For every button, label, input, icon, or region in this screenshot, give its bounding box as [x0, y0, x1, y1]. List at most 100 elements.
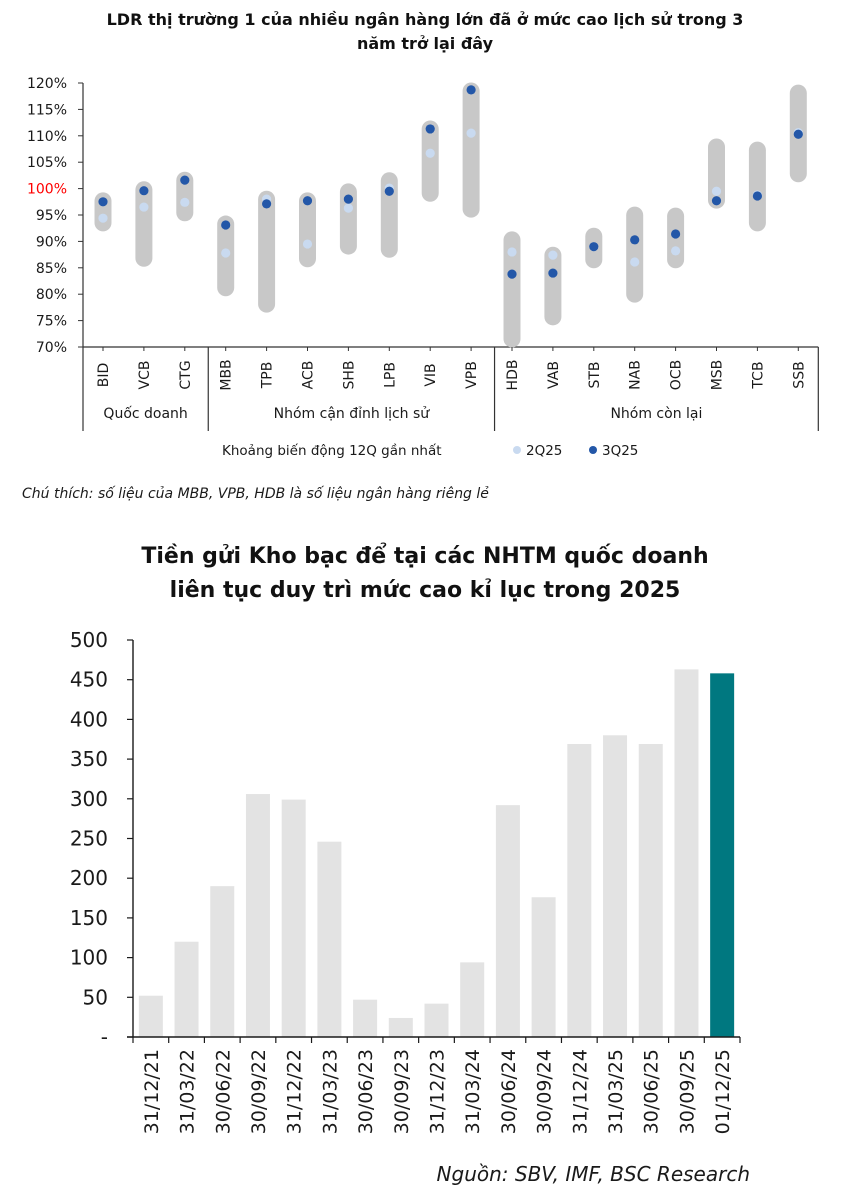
x-category-label: 30/09/24	[534, 1049, 556, 1134]
dot-3q25-mbb	[221, 220, 231, 230]
dot-3q25-stb	[589, 242, 599, 252]
x-category-label: SHB	[341, 360, 357, 389]
x-category-label: ACB	[301, 361, 317, 390]
dot-3q25-vib	[425, 124, 435, 134]
x-category-label: 31/12/22	[284, 1049, 306, 1134]
y-tick-label: 90%	[36, 234, 67, 250]
dot-3q25-tcb	[752, 191, 763, 201]
dot-2q25-vcb	[139, 202, 149, 212]
x-category-label: VIB	[423, 363, 439, 386]
x-category-label: SSB	[791, 361, 807, 388]
x-category-label: 31/03/23	[319, 1049, 341, 1134]
y-tick-label: 100%	[27, 182, 67, 198]
bar-30-09-24	[531, 897, 556, 1037]
dot-3q25-ssb	[793, 129, 803, 139]
bar-31-03-23	[317, 841, 342, 1037]
y-tick-label: 50	[83, 985, 108, 1009]
dot-2q25-mbb	[221, 248, 231, 258]
y-tick-label: 350	[70, 747, 108, 771]
dot-2q25-bid	[98, 213, 108, 223]
bar-31-03-25	[603, 735, 628, 1037]
bar-30-06-22	[210, 886, 235, 1037]
dot-3q25-lpb	[384, 186, 394, 196]
x-category-label: MSB	[710, 360, 726, 391]
dot-2q25-ctg	[180, 197, 190, 207]
dot-3q25-vpb	[466, 85, 476, 95]
dot-3q25-shb	[343, 194, 353, 204]
x-category-label: 30/06/23	[355, 1049, 377, 1134]
y-tick-label: 110%	[27, 129, 67, 145]
x-category-label: VCB	[137, 361, 153, 390]
y-tick-label: 85%	[36, 261, 67, 277]
chart2-title-line-1: Tiền gửi Kho bạc để tại các NHTM quốc do…	[141, 544, 709, 569]
legend-2q25-marker	[513, 446, 521, 454]
x-category-label: 30/06/24	[498, 1049, 520, 1134]
dot-2q25-ocb	[671, 246, 681, 256]
y-tick-label: 80%	[36, 287, 67, 303]
bar-31-12-22	[281, 799, 306, 1037]
y-tick-label: 95%	[36, 208, 67, 224]
x-category-label: STB	[587, 361, 603, 388]
y-tick-label: 105%	[27, 155, 67, 171]
y-tick-label: 120%	[27, 76, 67, 92]
x-category-label: HDB	[505, 360, 521, 391]
x-category-label: 31/12/23	[427, 1049, 449, 1134]
y-tick-label: 500	[70, 628, 108, 652]
bar-30-09-23	[388, 1017, 413, 1037]
x-category-label: 31/03/22	[177, 1049, 199, 1134]
x-category-label: 01/12/25	[712, 1049, 734, 1134]
group-label: Nhóm cận đỉnh lịch sử	[274, 406, 431, 422]
dot-2q25-shb	[343, 203, 353, 213]
x-category-label: 30/09/22	[248, 1049, 270, 1134]
legend-range-label: Khoảng biến động 12Q gần nhất	[222, 442, 442, 459]
chart2-title: Tiền gửi Kho bạc để tại các NHTM quốc do…	[0, 540, 850, 608]
x-category-label: VAB	[546, 361, 562, 389]
source-note: Nguồn: SBV, IMF, BSC Research	[436, 1162, 750, 1186]
bar-30-06-23	[353, 999, 378, 1037]
dot-3q25-hdb	[507, 269, 517, 279]
legend-3q25-label: 3Q25	[602, 443, 638, 459]
x-category-label: OCB	[669, 360, 685, 390]
bar-31-03-22	[174, 941, 199, 1037]
dot-3q25-acb	[302, 196, 313, 206]
y-tick-label: 300	[70, 787, 108, 811]
y-tick-label: 150	[70, 906, 108, 930]
chart1-title-line-2: năm trở lại đây	[356, 34, 494, 53]
x-category-label: 31/12/24	[569, 1049, 591, 1134]
legend-3q25-marker	[589, 446, 597, 454]
bar-30-09-22	[245, 794, 270, 1037]
x-category-label: BID	[96, 363, 112, 388]
dot-3q25-tpb	[262, 199, 272, 209]
treasury-deposit-bar-chart: - 50 100 150 200 250 300 350 400 450 500 31/12/21 31…	[70, 628, 741, 1134]
x-category-label: MBB	[219, 359, 235, 390]
dot-2q25-nab	[630, 257, 640, 267]
x-category-label: LPB	[382, 362, 398, 388]
bar-30-09-25	[674, 669, 699, 1037]
x-category-label: TPB	[260, 362, 276, 390]
chart1-title-line-1: LDR thị trường 1 của nhiều ngân hàng lớn…	[106, 10, 744, 29]
dot-2q25-vab	[548, 250, 558, 260]
dot-3q25-vab	[548, 268, 558, 278]
x-category-label: NAB	[628, 360, 644, 390]
x-category-label: TCB	[750, 361, 766, 389]
dot-3q25-msb	[711, 196, 722, 206]
bar-31-12-23	[424, 1003, 449, 1037]
x-category-label: 31/03/24	[462, 1049, 484, 1134]
dot-3q25-ocb	[671, 229, 681, 239]
group-label: Quốc doanh	[103, 405, 187, 422]
dot-2q25-acb	[302, 239, 313, 249]
y-tick-label: 100	[70, 946, 108, 970]
legend-2q25-label: 2Q25	[526, 443, 562, 459]
dot-3q25-nab	[630, 235, 640, 245]
bar-31-12-24	[567, 744, 592, 1037]
chart2-title-line-2: liên tục duy trì mức cao kỉ lục trong 20…	[169, 578, 681, 603]
x-category-label: 30/09/23	[391, 1049, 413, 1134]
y-tick-label: 70%	[36, 340, 67, 356]
chart1-footnote: Chú thích: số liệu của MBB, VPB, HDB là …	[22, 486, 489, 502]
ldr-range-chart: 70% 75% 80% 85% 90% 95% 100% 105% 110% 115% 120% BI…	[27, 76, 819, 459]
dot-2q25-hdb	[507, 247, 517, 257]
bar-01-12-25	[710, 673, 735, 1037]
group-label: Nhóm còn lại	[610, 406, 702, 422]
y-tick-label: 450	[70, 668, 108, 692]
y-tick-label: -	[101, 1025, 108, 1049]
